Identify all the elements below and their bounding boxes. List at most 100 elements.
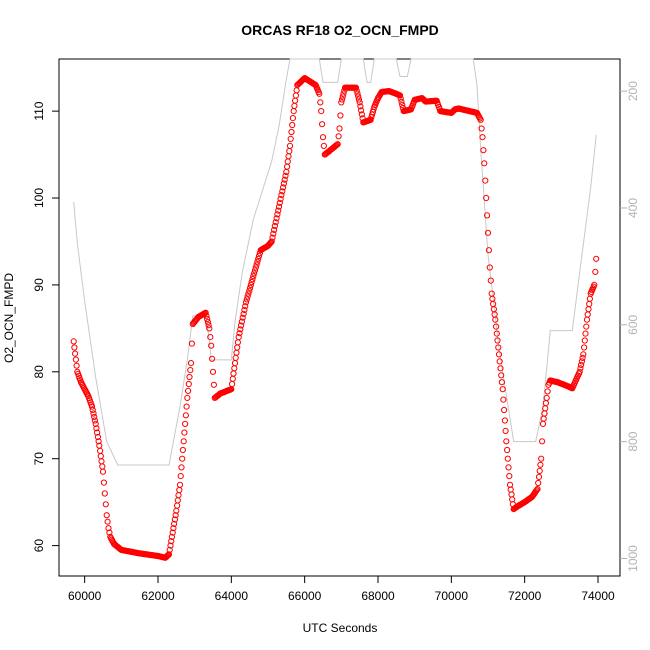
data-point <box>255 255 262 262</box>
data-point <box>537 461 544 468</box>
data-point <box>247 284 254 291</box>
data-point <box>583 323 590 330</box>
data-point <box>101 490 108 497</box>
data-point <box>503 438 510 445</box>
data-point <box>233 349 240 356</box>
data-point <box>586 300 593 308</box>
data-point <box>167 542 174 549</box>
data-point <box>205 322 212 329</box>
data-point <box>235 334 242 341</box>
data-point <box>538 455 545 462</box>
data-point <box>97 453 104 460</box>
data-point <box>234 339 241 346</box>
data-point <box>99 468 107 475</box>
data-point <box>187 360 195 367</box>
data-point <box>250 273 257 280</box>
data-point <box>289 115 296 122</box>
data-point <box>320 142 327 149</box>
data-point <box>479 134 486 141</box>
y-axis-label: O2_OCN_FMPD <box>2 273 16 363</box>
data-point <box>268 238 275 245</box>
data-point <box>535 473 543 480</box>
data-point <box>88 403 96 410</box>
data-point <box>480 147 487 154</box>
data-point <box>104 518 111 525</box>
data-point <box>242 303 249 310</box>
data-point <box>291 102 298 110</box>
data-point <box>482 177 489 184</box>
data-point <box>232 354 239 361</box>
data-point <box>103 512 110 519</box>
data-point <box>585 306 592 313</box>
data-point <box>188 340 195 347</box>
data-point <box>483 194 490 202</box>
data-point <box>95 438 102 445</box>
data-point <box>172 512 179 519</box>
data-point <box>94 429 101 436</box>
data-point <box>273 215 280 222</box>
data-point <box>336 125 343 132</box>
data-point <box>267 240 274 247</box>
x-tick-label: 60000 <box>68 589 102 603</box>
data-point <box>501 417 508 424</box>
data-point <box>275 207 282 214</box>
data-point <box>186 373 193 381</box>
data-point <box>99 463 106 470</box>
right-y-tick-label: 400 <box>626 198 640 218</box>
data-point <box>177 473 184 480</box>
data-point <box>339 93 346 100</box>
data-point <box>493 330 500 337</box>
x-axis: 60000 62000 64000 66000 68000 70000 72000 74000 <box>68 575 615 603</box>
data-point <box>337 112 344 119</box>
data-point <box>269 234 276 241</box>
data-point <box>354 90 361 97</box>
data-point <box>576 368 583 375</box>
data-point <box>271 222 278 230</box>
plot-area-frame <box>58 58 621 577</box>
data-point <box>481 160 488 167</box>
data-point <box>92 420 99 427</box>
y-tick-label: 60 <box>32 539 46 553</box>
right-y-tick-label: 800 <box>626 431 640 451</box>
data-point <box>398 98 405 105</box>
data-point <box>335 133 342 140</box>
data-point <box>165 551 173 558</box>
data-point <box>204 315 211 323</box>
data-point <box>319 134 327 141</box>
data-point <box>340 90 347 97</box>
data-point <box>93 425 100 432</box>
data-point <box>240 310 247 317</box>
data-point <box>203 312 210 319</box>
data-point <box>72 350 79 357</box>
data-point <box>276 199 283 206</box>
data-point <box>239 314 246 321</box>
data-point <box>534 486 541 493</box>
right-y-tick-label: 600 <box>626 314 640 334</box>
data-point <box>477 116 484 123</box>
data-point <box>237 326 244 333</box>
data-point <box>231 360 239 367</box>
y-tick-label: 100 <box>32 188 46 208</box>
data-point <box>245 290 252 297</box>
data-point <box>234 344 241 351</box>
data-point <box>487 277 494 284</box>
data-point <box>497 365 504 372</box>
x-tick-label: 72000 <box>508 589 542 603</box>
data-point <box>238 322 245 329</box>
data-point <box>248 278 255 286</box>
data-point <box>169 529 176 536</box>
data-point <box>272 219 279 226</box>
data-point <box>102 501 109 508</box>
data-point <box>542 405 549 412</box>
data-point <box>182 420 189 427</box>
data-point <box>495 344 502 351</box>
data-point <box>358 111 365 118</box>
data-point <box>584 311 591 318</box>
data-point <box>358 107 365 114</box>
data-point <box>478 125 485 132</box>
data-point <box>319 121 326 128</box>
data-point <box>277 195 284 203</box>
data-point <box>289 121 296 129</box>
data-point <box>542 400 550 407</box>
data-point <box>499 386 506 393</box>
